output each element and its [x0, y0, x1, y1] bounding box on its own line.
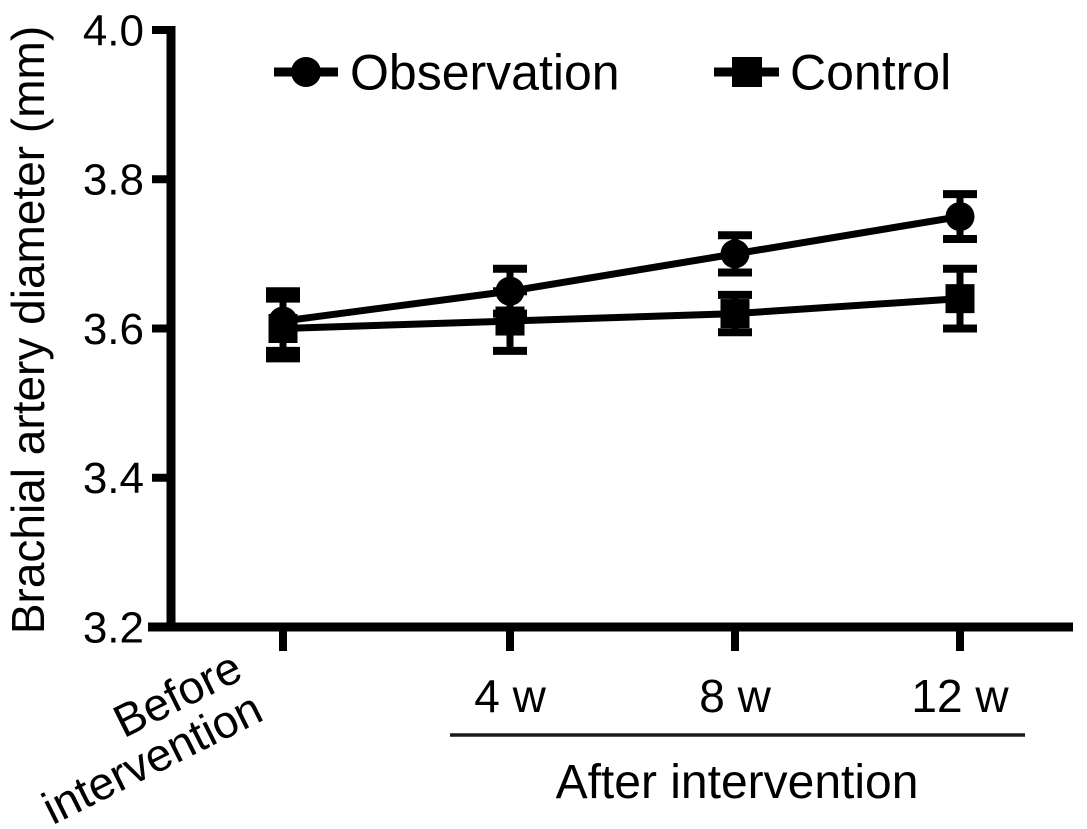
y-tick-label: 3.2: [83, 603, 144, 652]
x-tick-label-before-intervention: Beforeintervention: [13, 640, 270, 829]
data-point-marker-circle: [720, 239, 750, 269]
x-tick-label: 12 w: [911, 670, 1009, 722]
legend-item-observation: Observation: [274, 45, 620, 101]
legend-item-control: Control: [714, 45, 951, 101]
after-intervention-label: After intervention: [556, 756, 919, 809]
series-line: [282, 295, 961, 332]
y-tick-label: 3.8: [83, 156, 144, 205]
x-tick-label: 8 w: [699, 670, 771, 722]
y-axis: 3.2 3.4 3.6 3.8 4.0: [83, 6, 176, 652]
y-tick-label: 4.0: [83, 6, 144, 55]
data-point-marker-square: [945, 284, 975, 314]
legend-label: Observation: [350, 45, 620, 101]
data-point-marker-square: [732, 57, 762, 87]
data-point-marker-square: [720, 299, 750, 329]
legend-label: Control: [790, 45, 951, 101]
data-point-marker-circle: [945, 202, 975, 232]
series-line: [282, 213, 961, 325]
y-tick-label: 3.4: [83, 454, 144, 503]
x-tick-label: 4 w: [474, 670, 546, 722]
y-axis-title: Brachial artery diameter (mm): [2, 26, 54, 634]
series-observation: [266, 190, 977, 355]
series-layer: [266, 190, 977, 363]
legend: Observation Control: [274, 45, 951, 101]
data-point-marker-circle: [291, 57, 321, 87]
data-point-marker-circle: [268, 306, 298, 336]
series-control: [266, 264, 977, 363]
data-point-marker-circle: [495, 276, 525, 306]
y-tick-label: 3.6: [83, 305, 144, 354]
after-intervention-group: After intervention: [450, 733, 1025, 809]
